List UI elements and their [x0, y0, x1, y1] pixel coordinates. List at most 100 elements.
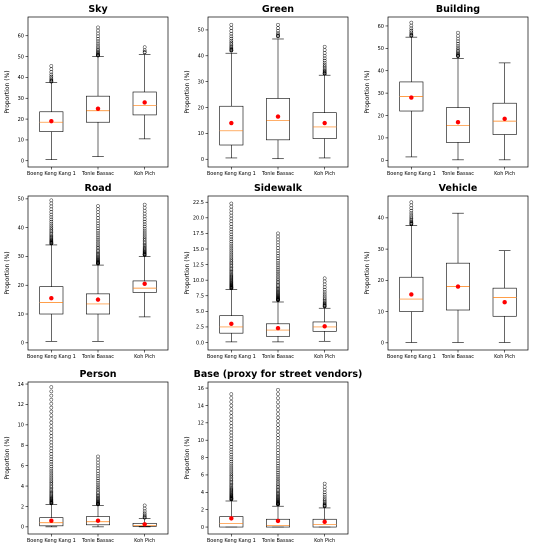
- outlier-point: [276, 436, 280, 440]
- outlier-point: [96, 494, 100, 498]
- outlier-point: [276, 271, 280, 276]
- outlier-point: [229, 34, 234, 39]
- outlier-point: [276, 273, 280, 278]
- outlier-point: [276, 265, 280, 270]
- outlier-point: [96, 213, 100, 217]
- outlier-point: [229, 273, 234, 278]
- y-axis-label: Proportion (%): [184, 251, 191, 294]
- y-tick-label: 20: [198, 105, 204, 111]
- outlier-point: [276, 478, 280, 483]
- outlier-point: [49, 235, 54, 240]
- outlier-point: [49, 437, 54, 442]
- x-tick-label: Tonle Bassac: [261, 354, 294, 360]
- mean-marker: [49, 295, 54, 301]
- iqr-box: [39, 517, 64, 527]
- y-tick-label: 8: [21, 443, 24, 449]
- outlier-point: [96, 492, 100, 497]
- outlier-point: [409, 211, 414, 215]
- outlier-point: [322, 53, 327, 58]
- y-tick-label: 30: [18, 254, 24, 260]
- outlier-point: [96, 253, 100, 257]
- y-tick-label: 2: [21, 504, 24, 510]
- outlier-point: [49, 76, 54, 81]
- y-tick-label: 60: [378, 24, 384, 30]
- outlier-point: [456, 39, 460, 44]
- box-tonle-bassac: [86, 25, 110, 157]
- outlier-point: [229, 227, 234, 232]
- outlier-point: [229, 461, 234, 466]
- outlier-point: [276, 240, 280, 245]
- y-tick-label: 10: [18, 138, 24, 144]
- outlier-point: [229, 259, 234, 264]
- outlier-point: [276, 429, 280, 434]
- outlier-point: [276, 292, 280, 296]
- outlier-point: [96, 486, 100, 491]
- y-tick-label: 4: [21, 484, 24, 490]
- outlier-point: [276, 492, 280, 496]
- box-boeng-keng-kang-1: [399, 20, 424, 158]
- outlier-point: [276, 480, 280, 485]
- box-koh-pich: [312, 481, 337, 528]
- box-boeng-keng-kang-1: [39, 64, 64, 161]
- y-tick-label: 10: [18, 423, 24, 429]
- iqr-box: [492, 102, 517, 135]
- outlier-point: [229, 450, 234, 454]
- outlier-point: [276, 269, 280, 274]
- outlier-point: [96, 31, 100, 36]
- outlier-point: [409, 200, 414, 205]
- mean-marker: [142, 522, 147, 527]
- outlier-point: [276, 408, 280, 412]
- outlier-point: [49, 469, 54, 473]
- outlier-point: [96, 41, 100, 46]
- x-tick-label: Boeng Keng Kang 1: [207, 354, 256, 360]
- outlier-point: [229, 490, 234, 495]
- outlier-point: [276, 442, 280, 447]
- outlier-point: [49, 457, 54, 462]
- outlier-point: [49, 452, 54, 456]
- outlier-point: [229, 46, 234, 50]
- box-boeng-keng-kang-1: [219, 201, 244, 343]
- outlier-point: [142, 238, 147, 243]
- outlier-point: [409, 219, 414, 224]
- outlier-point: [322, 492, 327, 497]
- outlier-point: [96, 231, 100, 235]
- outlier-point: [322, 69, 327, 74]
- outlier-point: [322, 290, 327, 294]
- outlier-point: [49, 490, 54, 495]
- outlier-point: [49, 454, 54, 459]
- outlier-point: [229, 22, 234, 27]
- panel-title: Vehicle: [439, 183, 478, 194]
- outlier-point: [276, 422, 280, 427]
- y-tick-label: 40: [378, 69, 384, 75]
- outlier-point: [229, 447, 234, 452]
- outlier-point: [49, 409, 54, 414]
- y-tick-label: 30: [198, 79, 204, 85]
- y-tick-label: 10.0: [193, 278, 204, 284]
- outlier-point: [229, 455, 234, 459]
- y-tick-label: 12: [18, 402, 24, 408]
- outlier-point: [142, 226, 147, 231]
- outlier-point: [96, 466, 100, 471]
- outlier-point: [96, 463, 100, 468]
- outlier-point: [456, 51, 460, 56]
- outlier-point: [49, 486, 54, 491]
- outlier-point: [229, 40, 234, 45]
- outlier-point: [229, 244, 234, 248]
- outlier-point: [96, 471, 100, 476]
- outlier-point: [142, 509, 147, 514]
- outlier-point: [49, 212, 54, 217]
- outlier-point: [276, 261, 280, 265]
- mean-marker: [95, 106, 101, 111]
- plot-frame: [387, 16, 529, 168]
- outlier-point: [96, 495, 100, 499]
- outlier-point: [142, 219, 147, 224]
- outlier-point: [276, 29, 280, 33]
- panel-title: Green: [262, 4, 294, 15]
- outlier-point: [142, 205, 147, 210]
- y-tick-label: 0: [21, 525, 24, 531]
- y-tick-label: 6: [21, 463, 24, 469]
- outlier-point: [49, 210, 54, 214]
- outlier-point: [276, 258, 280, 263]
- outlier-point: [49, 405, 54, 410]
- outlier-point: [276, 396, 280, 401]
